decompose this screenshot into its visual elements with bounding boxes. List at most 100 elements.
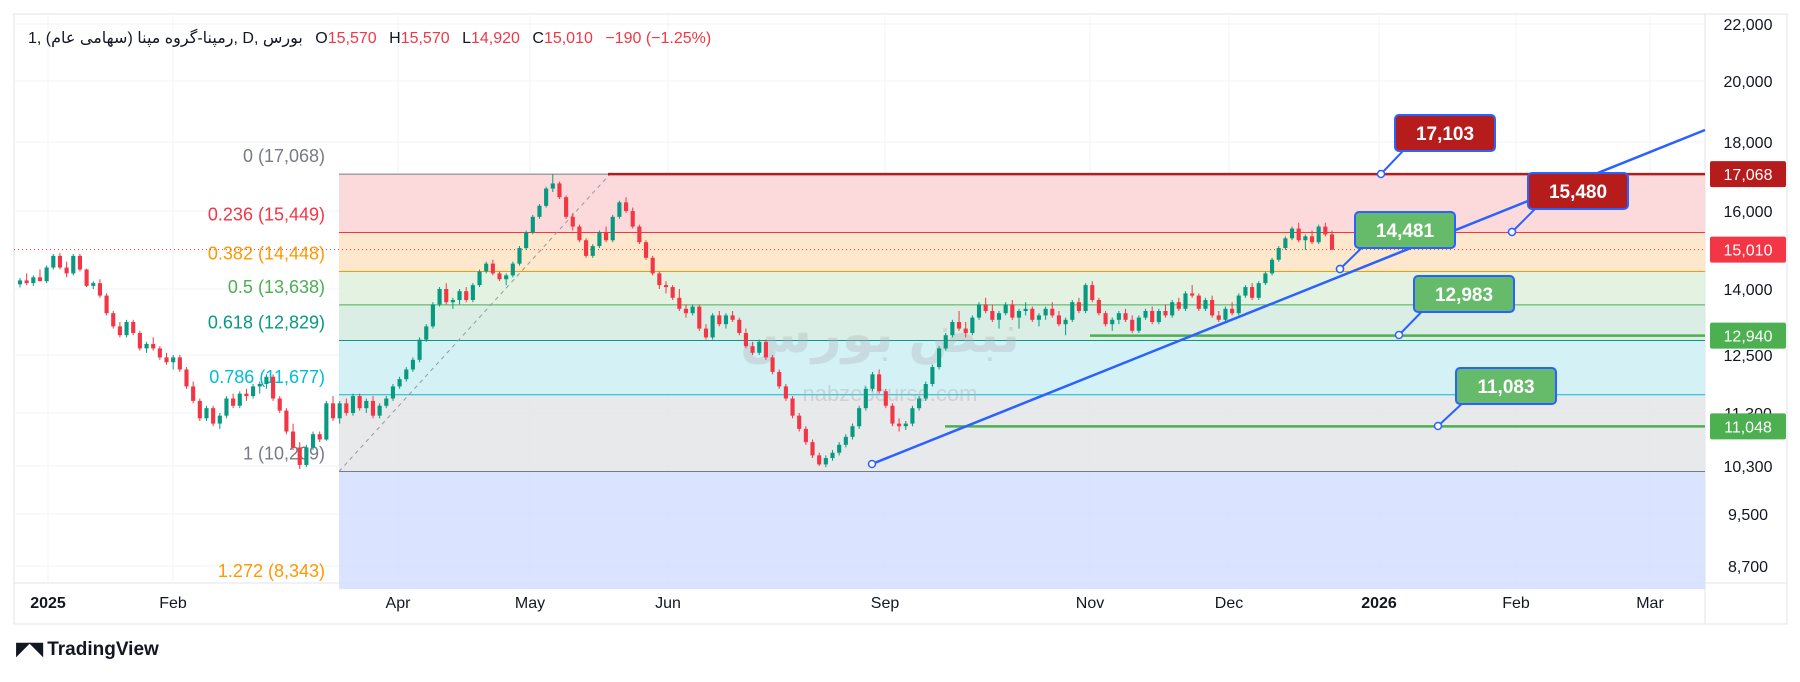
watermark-fa: نبض بورس — [740, 306, 1020, 365]
candle-body — [1329, 234, 1335, 250]
candle-body — [650, 257, 655, 274]
callout-label: 14,481 — [1376, 221, 1435, 242]
candle-body — [923, 384, 928, 399]
candle-body — [257, 384, 262, 387]
legend-exchange: بورس — [262, 30, 303, 47]
candle-body — [44, 267, 49, 282]
candle-body — [797, 415, 802, 429]
candle-body — [84, 269, 89, 286]
candle-body — [364, 400, 369, 409]
x-tick-label: Mar — [1636, 595, 1664, 612]
candle-body — [117, 326, 122, 336]
candle-body — [757, 341, 762, 353]
candle-body — [943, 335, 948, 349]
y-tick-label: 16,000 — [1724, 204, 1773, 221]
candle-body — [1156, 311, 1161, 322]
candle-body — [863, 388, 868, 409]
candle-body — [1210, 300, 1215, 316]
candle-body — [1070, 302, 1075, 320]
candle-body — [191, 386, 196, 401]
candle-body — [57, 255, 63, 268]
candle-body — [524, 232, 529, 249]
candle-body — [823, 458, 828, 465]
candle-body — [317, 434, 322, 440]
price-scale-badge — [1710, 161, 1786, 188]
candle-body — [663, 285, 669, 288]
candle-body — [963, 328, 968, 333]
candle-body — [857, 408, 862, 427]
candle-body — [264, 376, 269, 384]
candle-body — [350, 396, 356, 413]
candle-body — [956, 322, 962, 329]
legend-symbol[interactable]: رمپنا-گروه مپنا (سهامی عام) — [45, 30, 234, 47]
tradingview-name: TradingView — [47, 639, 159, 660]
candle-body — [790, 398, 795, 416]
y-tick-label: 18,000 — [1724, 135, 1773, 152]
candle-body — [477, 271, 482, 286]
x-tick-label: Nov — [1076, 595, 1104, 612]
candle-body — [91, 283, 96, 286]
candle-body — [17, 280, 23, 285]
candle-body — [444, 289, 449, 303]
candle-body — [917, 398, 922, 409]
candle-body — [1289, 228, 1295, 239]
candle-body — [377, 405, 382, 416]
candle-body — [630, 211, 635, 227]
candle-body — [390, 386, 396, 399]
chart-frame — [13, 13, 1788, 625]
candle-body — [557, 183, 562, 198]
candle-body — [1283, 238, 1288, 249]
candle-body — [271, 376, 276, 399]
price-scale-badge-label: 15,010 — [1724, 243, 1773, 260]
candle-body — [1243, 287, 1248, 296]
callout-box — [1413, 275, 1515, 313]
candle-body — [1263, 273, 1268, 284]
candle-body — [1163, 311, 1168, 316]
candle-body — [224, 398, 229, 416]
fib-zone — [339, 232, 1705, 272]
candle-body — [1323, 226, 1328, 235]
candle-body — [424, 326, 429, 340]
x-tick-label: Sep — [871, 595, 900, 612]
candle-body — [870, 374, 875, 389]
candle-body — [37, 277, 43, 282]
candle-body — [204, 408, 209, 419]
legend-period[interactable]: D — [242, 30, 254, 47]
candle-body — [484, 263, 489, 272]
candle-body — [51, 255, 56, 268]
candle-body — [124, 322, 129, 336]
candle-body — [330, 403, 336, 419]
fib-zone — [339, 174, 1705, 233]
x-tick-label: 2025 — [30, 595, 66, 612]
fib-zone — [339, 471, 1705, 590]
candle-body — [537, 205, 542, 217]
candle-body — [1116, 313, 1121, 320]
legend: 1, رمپنا-گروه مپنا (سهامی عام), D, بورس … — [28, 30, 712, 47]
candle-body — [983, 304, 988, 311]
candle-body — [404, 369, 409, 380]
candle-body — [1096, 300, 1101, 314]
candle-body — [670, 287, 675, 298]
candle-body — [1090, 285, 1095, 300]
candle-body — [457, 291, 462, 300]
candle-body — [470, 285, 475, 300]
candle-body — [877, 374, 882, 392]
callout-box — [1394, 114, 1496, 152]
candle-body — [1176, 302, 1181, 309]
candle-body — [510, 263, 515, 276]
fib-level-label: 1.272 (8,343) — [218, 561, 325, 581]
tradingview-brand[interactable]: ◤◥ TradingView — [16, 638, 159, 661]
candle-body — [237, 393, 242, 406]
candle-body — [817, 455, 822, 465]
price-scale-badge — [1710, 322, 1786, 349]
candle-body — [697, 306, 702, 329]
candle-body — [777, 371, 782, 387]
callout-label: 17,103 — [1416, 124, 1474, 145]
candle-body — [177, 357, 182, 370]
candle-body — [1250, 287, 1255, 298]
callout-label: 12,983 — [1435, 285, 1493, 306]
candle-body — [677, 297, 682, 309]
candle-body — [1170, 302, 1175, 316]
